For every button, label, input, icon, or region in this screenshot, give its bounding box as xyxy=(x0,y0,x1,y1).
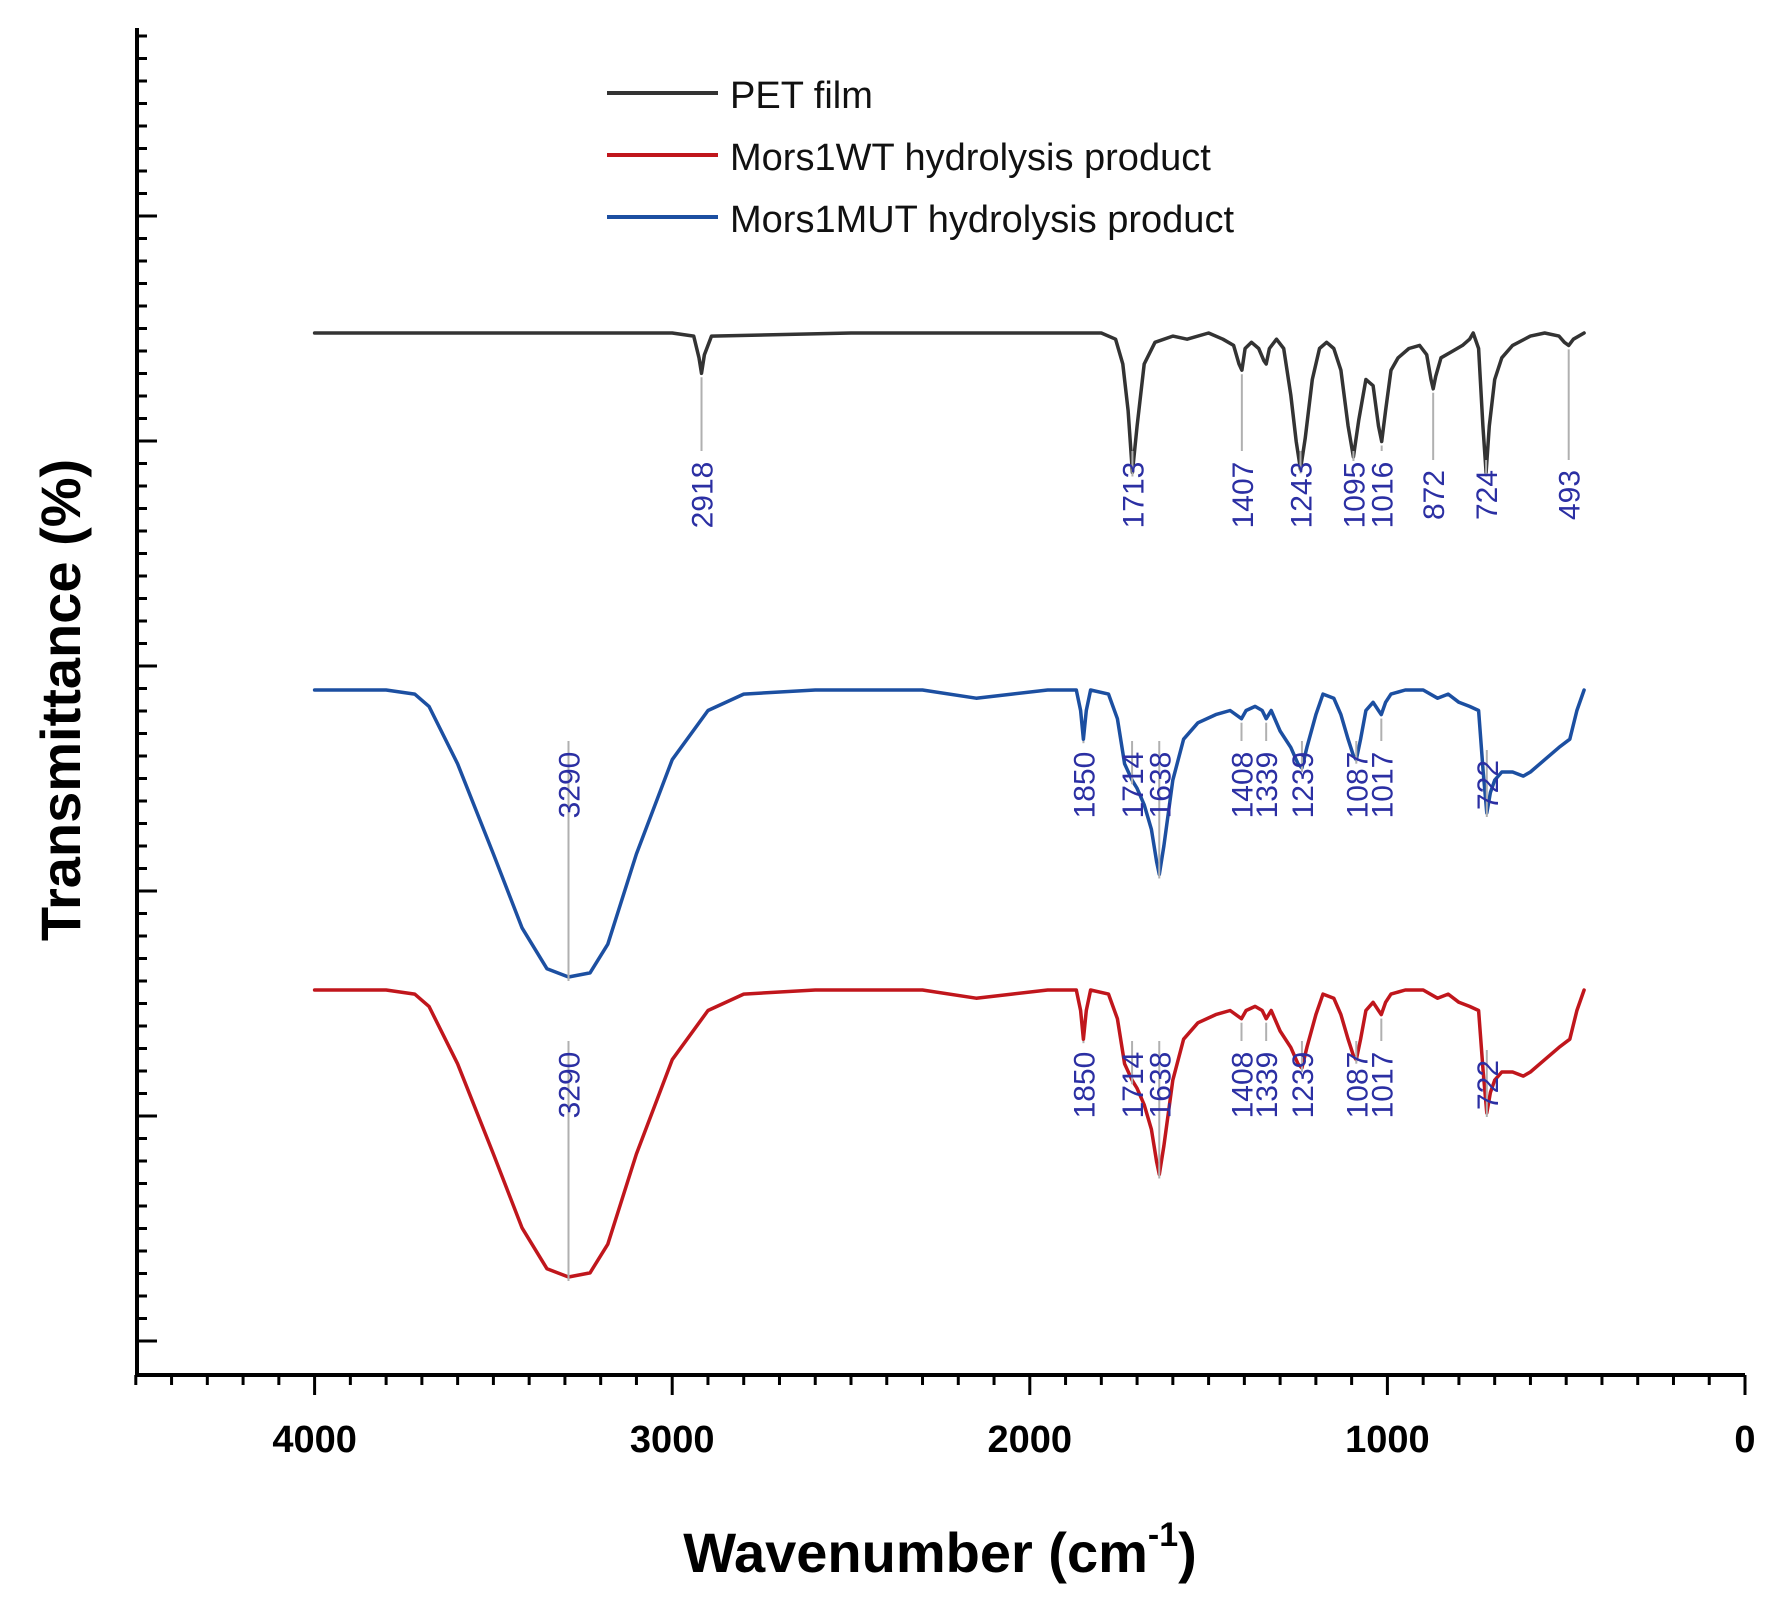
x-tick-label: 4000 xyxy=(272,1419,357,1461)
peak-label: 872 xyxy=(1418,470,1451,520)
peak-leader-lines xyxy=(567,349,1570,1281)
x-tick-label: 2000 xyxy=(988,1419,1073,1461)
peak-label: 1638 xyxy=(1144,752,1177,819)
peak-label: 1243 xyxy=(1286,462,1319,529)
x-tick-label: 0 xyxy=(1734,1419,1755,1461)
peak-label: 722 xyxy=(1472,760,1505,810)
series-layer xyxy=(312,331,1586,1279)
legend-label-mut: Mors1MUT hydrolysis product xyxy=(730,199,1234,241)
peak-label: 493 xyxy=(1554,470,1587,520)
x-tick-label: 1000 xyxy=(1345,1419,1430,1461)
peak-label: 1239 xyxy=(1287,752,1320,819)
legend-label-pet: PET film xyxy=(730,75,873,117)
x-tick-label: 3000 xyxy=(630,1419,715,1461)
peak-label: 1408 xyxy=(1226,752,1259,819)
peak-label: 3290 xyxy=(553,1052,586,1119)
peak-label: 1713 xyxy=(1117,462,1150,529)
legend-label-wt: Mors1WT hydrolysis product xyxy=(730,137,1211,179)
series-line-0 xyxy=(312,331,1586,475)
peak-label: 1339 xyxy=(1251,1052,1284,1119)
peak-label: 1339 xyxy=(1251,752,1284,819)
y-axis-minor-ticks xyxy=(137,34,157,1343)
peak-label: 1850 xyxy=(1068,1052,1101,1119)
peak-label: 1017 xyxy=(1366,1052,1399,1119)
series-line-1 xyxy=(312,988,1586,1279)
peak-label: 1714 xyxy=(1117,1052,1150,1119)
peak-label: 1017 xyxy=(1366,752,1399,819)
legend: PET film Mors1WT hydrolysis product Mors… xyxy=(607,75,1234,241)
y-axis-title: Transmittance (%) xyxy=(29,459,92,941)
peak-label: 1239 xyxy=(1287,1052,1320,1119)
peak-label: 1714 xyxy=(1117,752,1150,819)
peak-label: 1408 xyxy=(1226,1052,1259,1119)
peak-label: 2918 xyxy=(687,462,720,529)
peak-label: 1095 xyxy=(1338,462,1371,529)
peak-label: 1850 xyxy=(1068,752,1101,819)
peak-label: 1407 xyxy=(1227,462,1260,529)
peak-label: 3290 xyxy=(553,752,586,819)
peak-label: 722 xyxy=(1472,1060,1505,1110)
peak-label: 1638 xyxy=(1144,1052,1177,1119)
peak-label: 1016 xyxy=(1367,462,1400,529)
series-line-2 xyxy=(312,688,1586,979)
peak-label: 1087 xyxy=(1341,752,1374,819)
peak-label: 724 xyxy=(1471,470,1504,520)
x-axis-title-superscript: -1 xyxy=(1148,1516,1178,1554)
x-axis-ticks: 4000 3000 2000 1000 0 xyxy=(134,1375,1756,1461)
peak-label: 1087 xyxy=(1341,1052,1374,1119)
x-axis-title: Wavenumber (cm-1) xyxy=(683,1516,1197,1584)
